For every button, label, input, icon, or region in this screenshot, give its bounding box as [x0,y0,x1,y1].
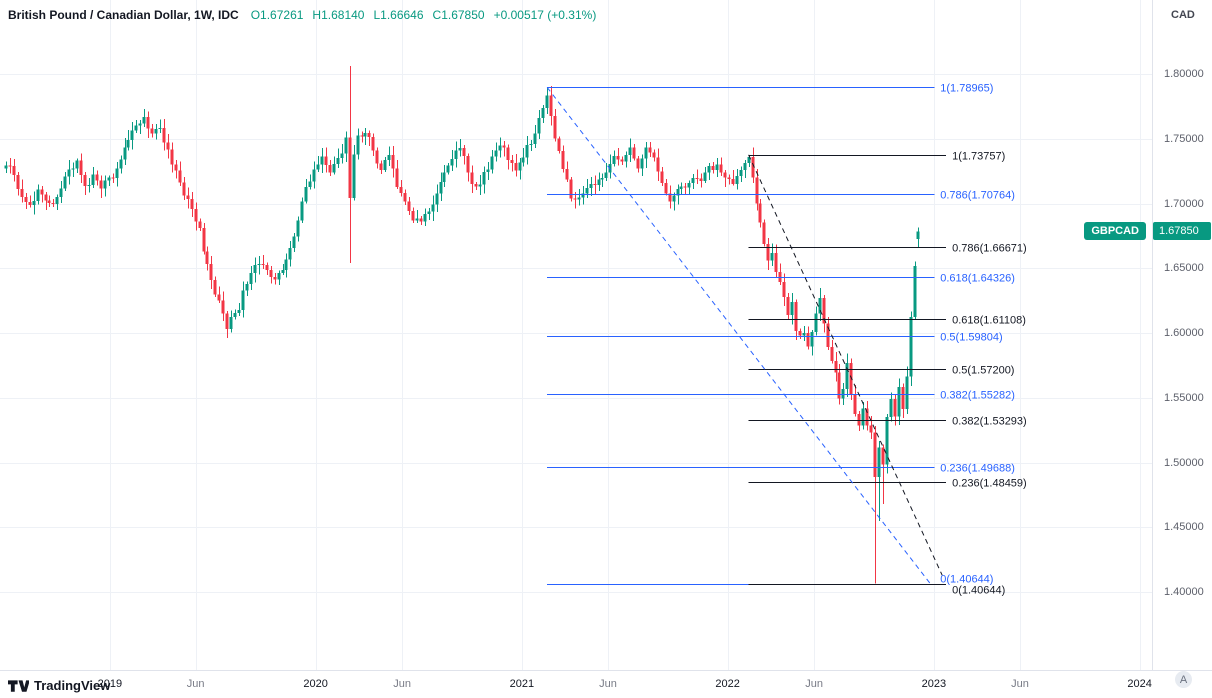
legend-high-value: H1.68140 [312,8,365,22]
time-axis[interactable]: TradingView 2019 Jun 2020 Jun 2021 Jun 2022 Jun… [0,670,1212,698]
time-tick-label: Jun [805,678,824,690]
chart-legend: British Pound / Canadian Dollar, 1W, IDC… [8,8,605,22]
price-axis[interactable]: CAD 1.80000 1.75000 1.70000 1.65000 1.60000 1… [1152,0,1212,670]
time-tick-label: Jun [599,678,617,690]
time-tick-label: 2021 [509,678,535,690]
fib-level-label: 0.382(1.55282) [940,390,1015,402]
price-tick-label: 1.45000 [1164,521,1204,534]
time-tick-label: Jun [1011,678,1029,690]
legend-close-value: C1.67850 [432,8,485,22]
legend-low-value: L1.66646 [373,8,424,22]
time-tick-label: 2022 [715,678,740,690]
tradingview-logo[interactable]: TradingView [8,678,110,693]
fib-level-label: 0.5(1.57200) [952,365,1014,377]
time-tick-label: 2023 [921,678,947,690]
fib-level-label: 0.236(1.48459) [952,478,1027,490]
time-tick-label: Jun [393,678,412,690]
fib-level-label: 0.618(1.61108) [952,315,1026,327]
fib-level-label: 1(1.73757) [952,151,1005,163]
time-tick-label: 2020 [303,678,328,690]
fib-level-label: 0.382(1.53293) [952,416,1027,428]
last-price-badge: 1.67850 [1153,222,1211,241]
fib-level-label: 0(1.40644) [940,574,993,586]
price-tick-label: 1.60000 [1164,327,1204,339]
chart-canvas[interactable]: 1(1.78965) 0.786(1.70764) 0.618(1.64326) 0.… [0,0,1152,670]
price-tick-label: 1.50000 [1164,456,1204,469]
time-tick-label: Jun [186,678,205,690]
fib-level-label: 0.786(1.66671) [952,243,1027,255]
price-tick-label: 1.80000 [1164,68,1204,80]
axis-currency-label: CAD [1171,9,1195,21]
auto-scale-button[interactable]: A [1175,671,1192,688]
fib-level-label: 0(1.40644) [952,585,1005,597]
symbol-title[interactable]: British Pound / Canadian Dollar, 1W, IDC [8,8,239,22]
fib-level-label: 0.786(1.70764) [940,190,1015,202]
price-tick-label: 1.55000 [1164,391,1204,404]
price-tick-label: 1.40000 [1164,586,1204,598]
candlestick-chart: 1(1.78965) 0.786(1.70764) 0.618(1.64326) 0.… [0,0,1152,670]
legend-change-value: +0.00517 (+0.31%) [493,8,597,22]
symbol-price-badge: GBPCAD [1084,222,1146,241]
fib-level-label: 1(1.78965) [940,83,993,95]
fib-level-label: 0.5(1.59804) [940,332,1002,344]
legend-open-value: O1.67261 [250,8,304,22]
fib-level-label: 0.236(1.49688) [940,463,1015,475]
time-tick-label: 2019 [97,678,123,690]
price-tick-label: 1.70000 [1164,197,1204,210]
tradingview-logo-icon [8,679,29,692]
price-tick-label: 1.65000 [1164,262,1204,275]
price-tick-label: 1.75000 [1164,132,1204,145]
time-tick-label: 2024 [1127,678,1152,690]
tradingview-brand-text: TradingView [34,678,111,693]
fib-level-label: 0.618(1.64326) [940,273,1015,285]
